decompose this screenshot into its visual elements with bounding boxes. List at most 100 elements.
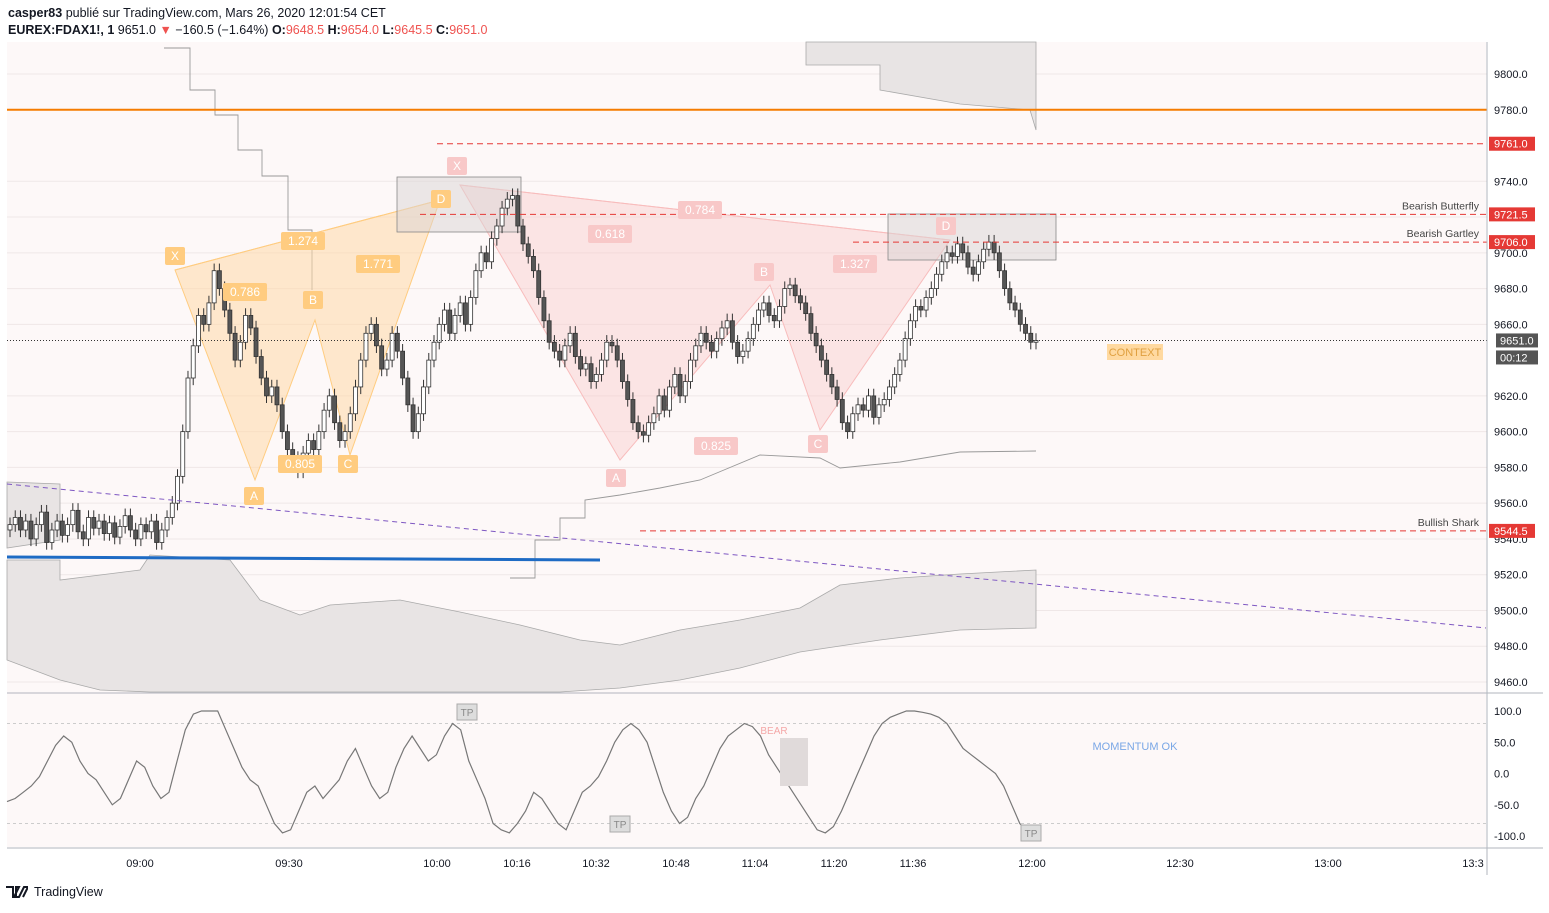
candle-body (49, 529, 55, 543)
candle-body (976, 261, 981, 275)
pattern-point-label (588, 225, 632, 243)
time-tick-label: 13:3 (1462, 858, 1483, 870)
candle-body (415, 413, 421, 433)
candle-body (703, 332, 709, 343)
time-tick-label: 10:48 (662, 858, 690, 870)
candle-body (363, 332, 369, 361)
candle-body (855, 404, 861, 415)
candle-body (520, 225, 526, 245)
time-tick-label: 13:00 (1314, 858, 1342, 870)
candle-body (337, 422, 343, 441)
candle-body (201, 315, 207, 325)
time-tick-label: 10:32 (582, 858, 610, 870)
candle-body (609, 341, 615, 347)
author-name[interactable]: casper83 (8, 6, 63, 20)
pattern-point-text: C (814, 437, 823, 451)
candle-body (342, 431, 348, 441)
candle-body (588, 363, 594, 382)
candle-body (489, 238, 494, 263)
last-price-tag-text: 9651.0 (1500, 335, 1534, 347)
plot-background (7, 42, 1486, 847)
candle-body (175, 475, 180, 504)
candle-body (143, 524, 149, 533)
osc-tick-label: 50.0 (1494, 737, 1515, 749)
candle-body (546, 320, 552, 343)
candle-body (934, 273, 939, 289)
pattern-point-label (936, 217, 956, 235)
pattern-level-name: Bearish Gartley (1407, 228, 1480, 240)
candle-body (468, 297, 474, 325)
osc-tick-label: 0.0 (1494, 769, 1509, 781)
candle-body (729, 320, 735, 343)
footer[interactable]: TradingView (6, 885, 103, 899)
price-level-tag (1489, 523, 1535, 538)
price-tick-label: 9680.0 (1494, 284, 1528, 296)
candle-body (117, 526, 123, 538)
context-badge-text: CONTEXT (1109, 347, 1162, 359)
price-tick-label: 9740.0 (1494, 176, 1528, 188)
candle-body (939, 261, 945, 275)
tradingview-logo-icon (6, 886, 28, 898)
candle-body (1028, 332, 1034, 343)
candle-body (965, 252, 971, 268)
tp-badge-text: TP (461, 708, 474, 719)
symbol-label[interactable]: EUREX:FDAX1!, 1 (8, 23, 115, 37)
price-change: −160.5 (−1.64%) (175, 23, 269, 37)
pattern-point-text: C (344, 457, 353, 471)
candle-body (604, 341, 610, 361)
candle-body (640, 431, 646, 436)
bear-zone (780, 738, 808, 786)
low-label: L: (382, 23, 395, 37)
profile-step-line (164, 47, 313, 290)
candle-body (682, 381, 688, 397)
candle-body (70, 509, 76, 526)
pattern-point-text: B (760, 265, 768, 279)
candle-body (499, 207, 505, 227)
candle-body (803, 302, 809, 315)
candle-body (248, 315, 254, 329)
momentum-ok-label: MOMENTUM OK (1093, 741, 1179, 753)
candle-body (164, 517, 170, 531)
down-arrow-icon: ▼ (159, 23, 172, 37)
close-value: 9651.0 (449, 23, 488, 37)
price-level-tag (1489, 207, 1535, 222)
candle-body (7, 524, 13, 531)
candle-body (400, 350, 406, 379)
candle-body (18, 517, 23, 531)
pattern-point-text: X (453, 159, 461, 173)
candle-body (709, 341, 714, 352)
candle-body (944, 252, 950, 263)
pattern-point-label (431, 190, 451, 208)
candle-body (635, 422, 641, 433)
pattern-level-name: Bearish Butterfly (1402, 200, 1480, 212)
candle-body (75, 509, 81, 533)
candle-body (808, 313, 814, 334)
candle-body (839, 399, 845, 424)
candle-body (515, 195, 521, 227)
candle-body (656, 395, 662, 415)
candle-body (279, 404, 285, 433)
candle-body (876, 404, 882, 418)
candle-body (531, 255, 536, 272)
candle-body (661, 395, 667, 411)
low-value: 9645.5 (394, 23, 433, 37)
candle-body (562, 345, 568, 361)
time-axis[interactable]: 09:00 09:30 10:00 10:16 10:32 10:48 11:04 11:20… (126, 858, 1483, 870)
candle-body (374, 323, 379, 347)
high-value: 9654.0 (340, 23, 379, 37)
time-tick-label: 12:00 (1018, 858, 1046, 870)
price-tick-label: 9520.0 (1494, 570, 1528, 582)
volume-band (6, 554, 1037, 693)
price-levels (6, 108, 1487, 629)
candle-body (12, 517, 18, 526)
pattern-point-text: 1.771 (363, 257, 393, 271)
pattern-point-text: 0.618 (595, 227, 625, 241)
price-level-tag-text: 9706.0 (1494, 237, 1528, 249)
time-tick-label: 10:00 (423, 858, 451, 870)
candle-body (557, 350, 563, 361)
price-axis[interactable]: 9800.09780.09740.09720.09700.09680.09660… (1486, 42, 1538, 875)
candle-body (667, 386, 672, 411)
candle-body (127, 515, 133, 531)
candle-body (510, 195, 515, 200)
